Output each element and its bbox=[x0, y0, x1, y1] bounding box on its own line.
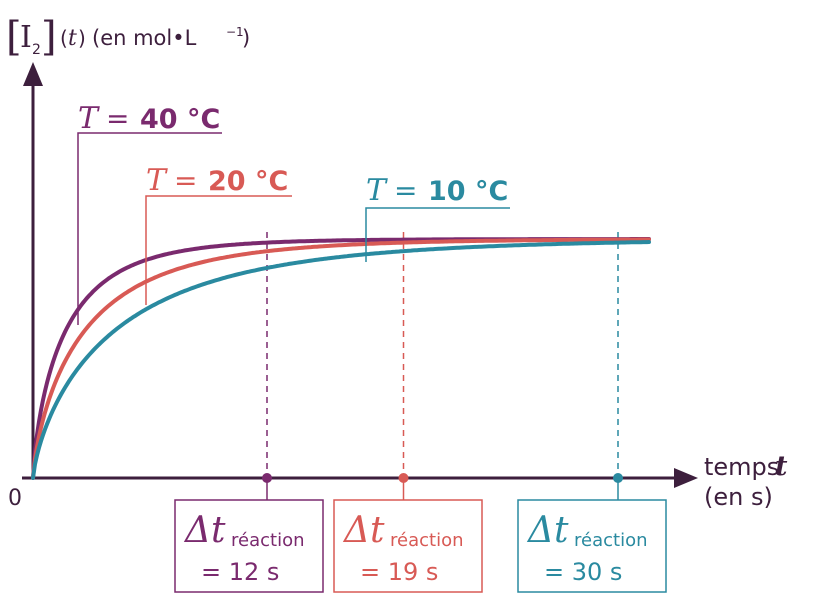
y-label-unit-exponent: −1 bbox=[226, 25, 244, 39]
label-leader-t10 bbox=[365, 207, 510, 262]
reaction-time-boxes: Δt réaction= 12 sΔt réaction= 19 sΔt réacti… bbox=[174, 499, 667, 593]
series-label-var-t10: T bbox=[366, 173, 388, 208]
reaction-value-t10: = 30 s bbox=[544, 558, 622, 586]
reaction-box-t20 bbox=[333, 499, 483, 593]
curve-t40 bbox=[31, 237, 651, 480]
label-leader-t40 bbox=[77, 132, 222, 325]
y-label-var-close: ) bbox=[78, 26, 86, 50]
y-label-unit-close: ) bbox=[242, 26, 250, 50]
y-label-subscript: 2 bbox=[32, 42, 41, 58]
reaction-value-t20: = 19 s bbox=[360, 558, 438, 586]
series-label-eq-t10: = bbox=[394, 174, 417, 207]
reaction-delta-t10: Δt bbox=[526, 510, 569, 551]
x-label-line2: (en s) bbox=[704, 483, 773, 511]
x-axis-label: temps t (en s) bbox=[704, 451, 788, 511]
y-label-var-open: ( bbox=[60, 26, 68, 50]
series-label-var-t40: T bbox=[78, 101, 100, 136]
series-label-eq-t20: = bbox=[174, 164, 197, 197]
y-label-var: t bbox=[68, 26, 77, 51]
y-axis-label: [ I 2 ] ( t ) (en mol•L −1 ) bbox=[6, 14, 250, 60]
series-label-eq-t40: = bbox=[106, 102, 129, 135]
label-leader-t20 bbox=[145, 195, 292, 305]
reaction-box-t40 bbox=[174, 499, 324, 593]
reaction-delta-t20: Δt bbox=[342, 510, 385, 551]
reaction-time-markers bbox=[262, 232, 623, 500]
y-axis-arrow-icon bbox=[23, 62, 43, 86]
y-label-species: I bbox=[20, 20, 32, 55]
reaction-sub-t40: réaction bbox=[231, 530, 305, 551]
reaction-delta-t40: Δt bbox=[183, 510, 226, 551]
curve-t10 bbox=[31, 240, 651, 480]
series-label-var-t20: T bbox=[146, 163, 168, 198]
series-label-value-t10: 10 °C bbox=[428, 176, 508, 207]
curve-t20 bbox=[31, 237, 651, 480]
x-axis-arrow-icon bbox=[674, 468, 698, 488]
x-label-var: t bbox=[775, 451, 788, 482]
y-label-unit: (en mol•L bbox=[92, 26, 197, 50]
origin-label: 0 bbox=[8, 486, 22, 511]
reaction-sub-t20: réaction bbox=[390, 530, 464, 551]
y-label-bracket-open: [ bbox=[6, 14, 22, 60]
series-label-value-t20: 20 °C bbox=[208, 166, 288, 197]
concentration-curves bbox=[31, 237, 651, 480]
reaction-box-t10 bbox=[517, 499, 667, 593]
reaction-value-t40: = 12 s bbox=[201, 558, 279, 586]
x-label-line1: temps bbox=[704, 453, 779, 481]
series-label-value-t40: 40 °C bbox=[140, 104, 220, 135]
reaction-sub-t10: réaction bbox=[574, 530, 648, 551]
temperature-labels: T = 40 °CT = 20 °C T = 10 °C bbox=[77, 101, 510, 325]
y-label-bracket-close: ] bbox=[41, 14, 57, 60]
